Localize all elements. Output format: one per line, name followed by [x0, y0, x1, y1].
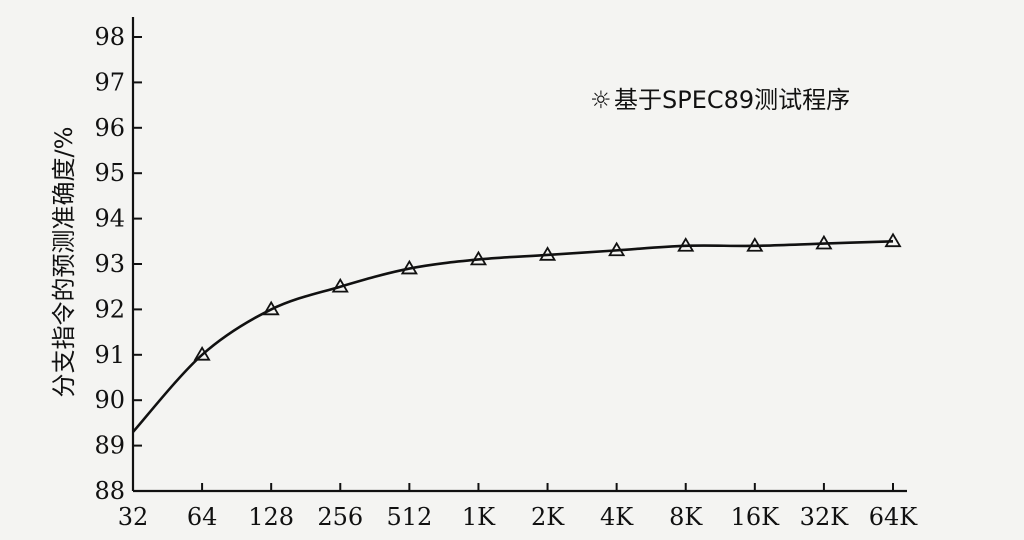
x-tick-label: 32	[118, 503, 149, 531]
x-ticks: 32 64 128 256 512 1K 2K 4K 8K 16K 32K 64K	[118, 483, 919, 531]
data-point-marker	[400, 259, 418, 275]
legend-series-name: 基于SPEC89测试程序	[614, 86, 850, 114]
data-point-marker	[608, 241, 626, 257]
x-tick-label: 4K	[600, 503, 634, 531]
data-point-marker	[469, 250, 488, 266]
data-point-marker	[884, 232, 902, 248]
data-point-marker	[538, 246, 557, 261]
y-tick-label: 96	[94, 114, 125, 142]
y-tick-label: 97	[94, 68, 125, 96]
data-point-marker	[193, 346, 211, 361]
axes	[131, 17, 907, 493]
x-tick-label: 256	[317, 503, 363, 531]
x-tick-label: 16K	[731, 503, 781, 531]
series-points	[193, 232, 902, 361]
x-tick-label: 32K	[800, 503, 850, 531]
x-tick-label: 64K	[869, 503, 919, 531]
x-tick-label: 64	[187, 503, 218, 531]
x-tick-label: 512	[386, 503, 432, 531]
y-tick-label: 88	[94, 477, 125, 505]
y-axis-title: 分支指令的预测准确度/%	[50, 127, 78, 398]
legend-symbol: ☼	[590, 86, 612, 114]
y-tick-label: 98	[94, 23, 125, 51]
data-point-marker	[746, 237, 764, 252]
y-tick-label: 91	[94, 341, 125, 369]
y-tick-label: 94	[94, 205, 125, 233]
x-tick-label: 8K	[669, 503, 703, 531]
legend: ☼ 基于SPEC89测试程序	[590, 86, 850, 114]
y-tick-label: 92	[94, 295, 125, 323]
x-tick-label: 2K	[531, 503, 565, 531]
x-tick-label: 1K	[462, 503, 496, 531]
data-point-marker	[677, 237, 695, 252]
data-point-marker	[815, 234, 833, 250]
y-ticks: 88 89 90 91 92 93 94 95 96 97 98	[94, 23, 142, 505]
y-tick-label: 90	[94, 386, 125, 414]
x-tick-label: 128	[248, 503, 294, 531]
data-point-marker	[331, 277, 349, 293]
series-line	[132, 240, 894, 433]
y-tick-label: 95	[94, 159, 125, 187]
y-tick-label: 93	[94, 250, 125, 278]
y-tick-label: 89	[94, 432, 125, 460]
data-point-marker	[262, 300, 280, 316]
